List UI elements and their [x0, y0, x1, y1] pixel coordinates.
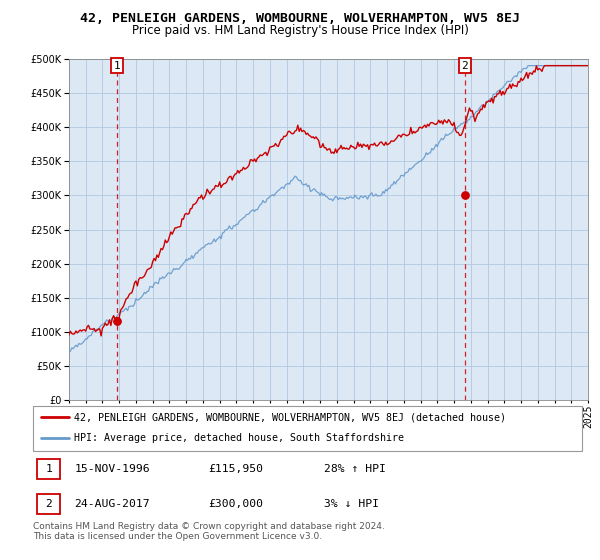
Text: 2: 2 — [461, 60, 469, 71]
Text: 2: 2 — [46, 499, 52, 509]
FancyBboxPatch shape — [37, 459, 61, 479]
FancyBboxPatch shape — [33, 406, 582, 451]
Text: 42, PENLEIGH GARDENS, WOMBOURNE, WOLVERHAMPTON, WV5 8EJ: 42, PENLEIGH GARDENS, WOMBOURNE, WOLVERH… — [80, 12, 520, 25]
Point — [112, 317, 122, 326]
Text: 42, PENLEIGH GARDENS, WOMBOURNE, WOLVERHAMPTON, WV5 8EJ (detached house): 42, PENLEIGH GARDENS, WOMBOURNE, WOLVERH… — [74, 412, 506, 422]
Text: Price paid vs. HM Land Registry's House Price Index (HPI): Price paid vs. HM Land Registry's House … — [131, 24, 469, 37]
FancyBboxPatch shape — [37, 493, 61, 514]
Text: £300,000: £300,000 — [209, 499, 263, 509]
Text: 3% ↓ HPI: 3% ↓ HPI — [324, 499, 379, 509]
Text: HPI: Average price, detached house, South Staffordshire: HPI: Average price, detached house, Sout… — [74, 433, 404, 444]
Text: 28% ↑ HPI: 28% ↑ HPI — [324, 464, 386, 474]
Text: 1: 1 — [114, 60, 121, 71]
Text: £115,950: £115,950 — [209, 464, 263, 474]
Text: 1: 1 — [46, 464, 52, 474]
Point — [460, 191, 470, 200]
Text: 24-AUG-2017: 24-AUG-2017 — [74, 499, 150, 509]
Text: Contains HM Land Registry data © Crown copyright and database right 2024.
This d: Contains HM Land Registry data © Crown c… — [33, 522, 385, 542]
Text: 15-NOV-1996: 15-NOV-1996 — [74, 464, 150, 474]
